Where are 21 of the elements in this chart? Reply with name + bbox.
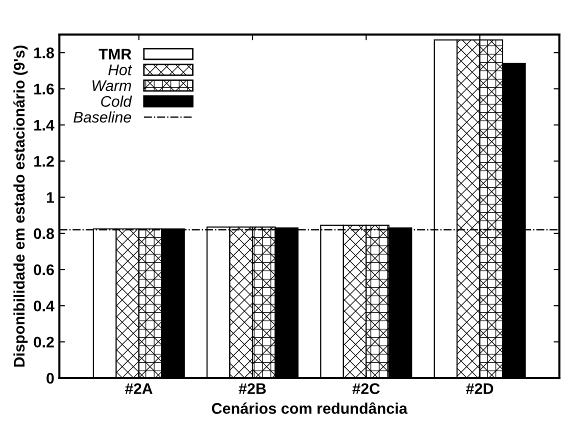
y-tick-label: 0.8 [34,228,54,240]
x-tick-label: #2B [238,383,266,394]
legend-label: Warm [92,80,131,92]
x-axis-title: Cenários com redundância [212,402,408,414]
y-tick-label: 1 [46,192,54,203]
x-tick-label: #2A [125,383,152,394]
legend-label: TMR [98,48,132,60]
legend-label: Cold [101,96,132,107]
y-tick-label: 0.6 [34,264,54,276]
y-tick-label: 0 [46,372,54,384]
legend-label: Baseline [74,111,132,123]
y-tick-label: 0.4 [34,300,54,312]
y-axis-title: Disponibilidade em estado estacionário (9's) [13,46,28,367]
y-tick-label: 1.6 [34,84,54,94]
y-tick-label: 1.8 [34,48,54,58]
y-tick-label: 0.2 [34,336,54,348]
legend-label: Hot [108,64,132,76]
x-tick-label: #2C [352,383,380,394]
y-tick-label: 1.2 [34,156,54,167]
x-tick-label: #2D [466,383,494,394]
y-tick-label: 1.4 [34,120,54,130]
